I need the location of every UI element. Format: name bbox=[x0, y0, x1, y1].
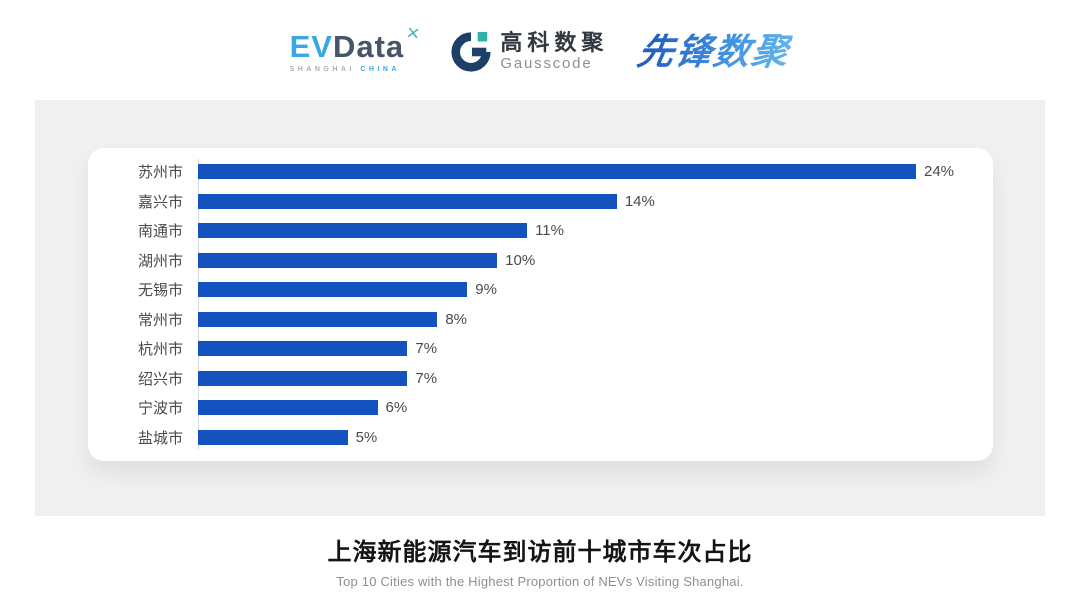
evdata-ev-text: EV bbox=[289, 29, 333, 64]
bar bbox=[198, 311, 438, 327]
bar-chart: 苏州市 24% 嘉兴市 14% 南通市 11% 湖州市 10% 无锡市 9% 常州市 8% 杭州市 7% 绍… bbox=[88, 157, 979, 452]
value-label: 10% bbox=[505, 251, 536, 269]
bar-track: 14% bbox=[198, 193, 979, 210]
bar-track: 7% bbox=[198, 340, 979, 357]
category-label: 宁波市 bbox=[137, 400, 183, 418]
bar-row: 杭州市 7% bbox=[88, 334, 979, 364]
bar bbox=[198, 341, 408, 357]
bar-track: 7% bbox=[198, 370, 979, 387]
value-label: 7% bbox=[415, 369, 438, 387]
value-label: 24% bbox=[924, 163, 955, 181]
bar-rows: 苏州市 24% 嘉兴市 14% 南通市 11% 湖州市 10% 无锡市 9% 常州市 8% 杭州市 7% 绍… bbox=[88, 157, 979, 452]
bar-row: 常州市 8% bbox=[88, 305, 979, 335]
bar-row: 嘉兴市 14% bbox=[88, 187, 979, 217]
value-label: 9% bbox=[475, 281, 497, 299]
evdata-tagline: SHANGHAI CHINA bbox=[290, 66, 400, 73]
bar-track: 8% bbox=[198, 311, 979, 328]
bar-row: 无锡市 9% bbox=[88, 275, 979, 305]
evdata-data-text: Data bbox=[332, 29, 405, 64]
value-label: 14% bbox=[624, 192, 655, 210]
evdata-wordmark: EV Data ✕ bbox=[289, 23, 422, 64]
category-label: 湖州市 bbox=[137, 252, 183, 270]
gausscode-text: 高科数聚 Gausscode bbox=[500, 30, 609, 73]
value-label: 11% bbox=[535, 222, 564, 240]
bar bbox=[198, 164, 916, 180]
bar-track: 5% bbox=[198, 429, 979, 446]
category-label: 绍兴市 bbox=[137, 370, 183, 388]
bar-row: 宁波市 6% bbox=[88, 393, 979, 423]
bar bbox=[198, 370, 408, 386]
chart-card: 苏州市 24% 嘉兴市 14% 南通市 11% 湖州市 10% 无锡市 9% 常州市 8% 杭州市 7% 绍… bbox=[88, 148, 993, 461]
gausscode-en-text: Gausscode bbox=[500, 55, 593, 73]
bar bbox=[198, 193, 617, 209]
value-label: 5% bbox=[355, 428, 378, 446]
bar-row: 绍兴市 7% bbox=[88, 364, 979, 394]
caption: 上海新能源汽车到访前十城市车次占比 Top 10 Cities with the… bbox=[0, 532, 1080, 589]
y-axis-line bbox=[198, 159, 199, 450]
evdata-logo: EV Data ✕ SHANGHAI CHINA bbox=[289, 23, 422, 73]
xianfeng-wordmark: 先锋数聚 bbox=[634, 30, 795, 73]
bar bbox=[198, 223, 528, 239]
value-label: 8% bbox=[445, 310, 468, 328]
gausscode-cn-text: 高科数聚 bbox=[500, 30, 609, 56]
bar-row: 苏州市 24% bbox=[88, 157, 979, 187]
xianfeng-logo: 先锋数聚 bbox=[634, 30, 795, 73]
bar-row: 湖州市 10% bbox=[88, 246, 979, 276]
category-label: 盐城市 bbox=[137, 429, 183, 447]
evdata-tagline-shanghai: SHANGHAI bbox=[289, 66, 355, 73]
evdata-x-icon: ✕ bbox=[404, 23, 422, 44]
gausscode-g-icon bbox=[451, 31, 491, 72]
bar-row: 南通市 11% bbox=[88, 216, 979, 246]
category-label: 苏州市 bbox=[137, 164, 183, 182]
category-label: 常州市 bbox=[137, 311, 183, 329]
category-label: 无锡市 bbox=[137, 282, 183, 300]
chart-subtitle: Top 10 Cities with the Highest Proportio… bbox=[336, 574, 744, 589]
chart-title: 上海新能源汽车到访前十城市车次占比 bbox=[327, 539, 753, 566]
value-label: 7% bbox=[415, 340, 438, 358]
bar-row: 盐城市 5% bbox=[88, 423, 979, 453]
category-label: 嘉兴市 bbox=[137, 193, 183, 211]
bar bbox=[198, 252, 498, 268]
category-label: 南通市 bbox=[137, 223, 183, 241]
bar-track: 9% bbox=[198, 281, 979, 298]
gausscode-logo: 高科数聚 Gausscode bbox=[450, 30, 609, 73]
value-label: 6% bbox=[385, 399, 408, 417]
bar-track: 10% bbox=[198, 252, 979, 269]
bar bbox=[198, 400, 378, 416]
bar-track: 24% bbox=[198, 163, 979, 180]
logo-header: EV Data ✕ SHANGHAI CHINA 高科数聚 Gausscode 先锋… bbox=[0, 20, 1080, 84]
bar bbox=[198, 429, 348, 445]
category-label: 杭州市 bbox=[137, 341, 183, 359]
evdata-tagline-china: CHINA bbox=[360, 66, 401, 73]
bar bbox=[198, 282, 468, 298]
bar-track: 6% bbox=[198, 399, 979, 416]
bar-track: 11% bbox=[198, 222, 979, 239]
chart-panel: 苏州市 24% 嘉兴市 14% 南通市 11% 湖州市 10% 无锡市 9% 常州市 8% 杭州市 7% 绍… bbox=[35, 100, 1045, 516]
